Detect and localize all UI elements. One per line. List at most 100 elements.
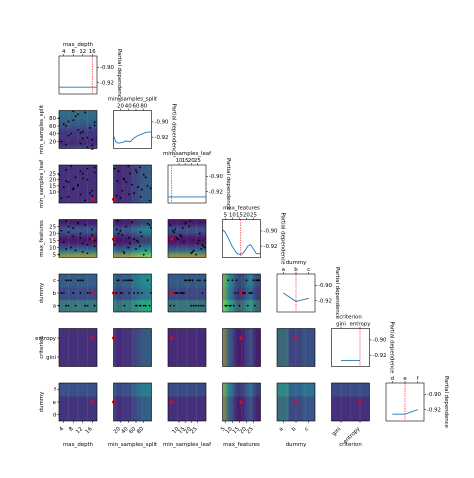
sample-point [195, 253, 198, 256]
y-tick-label: 20 [49, 139, 56, 145]
panel-frame [167, 219, 207, 258]
sample-point [137, 186, 139, 188]
sample-point [140, 235, 143, 238]
sample-point [60, 292, 63, 294]
sample-point [123, 252, 126, 255]
sample-point [72, 227, 75, 229]
panel-frame [113, 328, 152, 367]
sample-point [65, 248, 68, 250]
sample-point [67, 279, 70, 282]
sample-point [235, 279, 238, 282]
sample-point [119, 229, 122, 232]
sample-point [127, 165, 130, 168]
sample-point [86, 146, 89, 149]
y-tick-label: 15 [49, 238, 56, 244]
sample-point [180, 235, 183, 238]
sample-point [79, 232, 82, 235]
pd-y-axis-label: Partial dependence [225, 158, 231, 211]
x-tick-label: 12 [75, 426, 84, 435]
pd-y-tick-label: -0.92 [427, 407, 441, 413]
top-axis-label: criterion [339, 315, 362, 321]
sample-point [242, 292, 245, 294]
sample-point [91, 194, 94, 197]
sample-point [183, 241, 185, 243]
sample-point [93, 245, 96, 248]
y-tick-label: b [53, 291, 57, 297]
pd-y-tick-label: -0.90 [100, 65, 115, 71]
sample-point [197, 304, 200, 307]
panel-frame [58, 164, 98, 204]
x-tick-label: 5 [220, 426, 227, 433]
sample-point [135, 171, 138, 174]
top-tick-label: e [403, 376, 407, 382]
sample-point [137, 241, 139, 243]
x-tick-label: a [278, 426, 285, 433]
top-axis-label: max_depth [63, 42, 93, 48]
sample-point [192, 304, 195, 307]
sample-point [146, 279, 149, 282]
y-tick-label: 20 [49, 178, 56, 184]
pd-line [283, 292, 309, 302]
best-point [170, 291, 174, 295]
pd-y-axis-label: Partial dependence [334, 267, 340, 320]
sample-point [123, 304, 126, 307]
contour-panel-4-0: ab c dummy [39, 273, 98, 313]
sample-point [140, 292, 143, 294]
sample-point [135, 304, 138, 307]
sample-point [131, 183, 134, 186]
sample-point [140, 188, 143, 191]
sample-point [88, 292, 91, 294]
x-tick-label: 10 [171, 426, 180, 435]
pd-y-axis-label: Partial dependence [280, 213, 286, 266]
sample-point [74, 304, 77, 307]
sample-point [67, 134, 70, 137]
sample-point [148, 224, 151, 227]
contour-panel-5-2 [167, 328, 207, 367]
sample-point [139, 195, 142, 198]
sample-point [69, 279, 72, 282]
sample-point [121, 234, 124, 236]
x-axis-label: dummy [286, 442, 307, 448]
sample-point [93, 121, 96, 124]
x-axis-label: min_samples_split [108, 442, 157, 448]
y-tick-label: 80 [49, 116, 56, 122]
pd-y-axis-label: Partial dependence [116, 49, 122, 102]
sample-point [116, 279, 119, 282]
sample-point [142, 173, 145, 176]
x-tick-label: 20 [113, 426, 122, 435]
sample-point [113, 167, 116, 170]
sample-point [67, 304, 70, 307]
sample-point [72, 110, 75, 113]
best-point [90, 197, 94, 201]
sample-point [244, 292, 246, 294]
sample-point [62, 241, 65, 243]
sample-point [72, 235, 75, 238]
sample-point [86, 178, 89, 181]
contour-fill-y [168, 383, 206, 421]
top-axis-label: dummy [286, 260, 307, 266]
panel-frame [113, 382, 152, 422]
x-tick-label: c [304, 426, 310, 432]
x-tick-label: 25 [246, 426, 255, 435]
partial-dependence-panel-1: -0.90 -0.92 Partial dependence 20 40 60 80min_… [108, 97, 177, 157]
pd-y-tick-label: -0.90 [373, 338, 388, 344]
panel-frame [222, 382, 261, 422]
top-tick-label: 5 [224, 213, 227, 219]
best-point [90, 291, 94, 295]
panel-frame [167, 273, 207, 313]
panel-frame [113, 164, 152, 204]
contour-fill-y [59, 328, 97, 367]
y-tick-label: 25 [49, 171, 56, 177]
sample-point [231, 279, 234, 282]
y-tick-label: e [53, 400, 57, 406]
sample-point [77, 183, 79, 186]
contour-panel-4-3 [222, 273, 261, 313]
y-axis-label: dummy [39, 282, 45, 303]
sample-point [65, 180, 68, 182]
sample-point [122, 279, 125, 282]
sample-point [67, 181, 70, 184]
sample-point [91, 234, 94, 236]
sample-point [200, 304, 202, 307]
